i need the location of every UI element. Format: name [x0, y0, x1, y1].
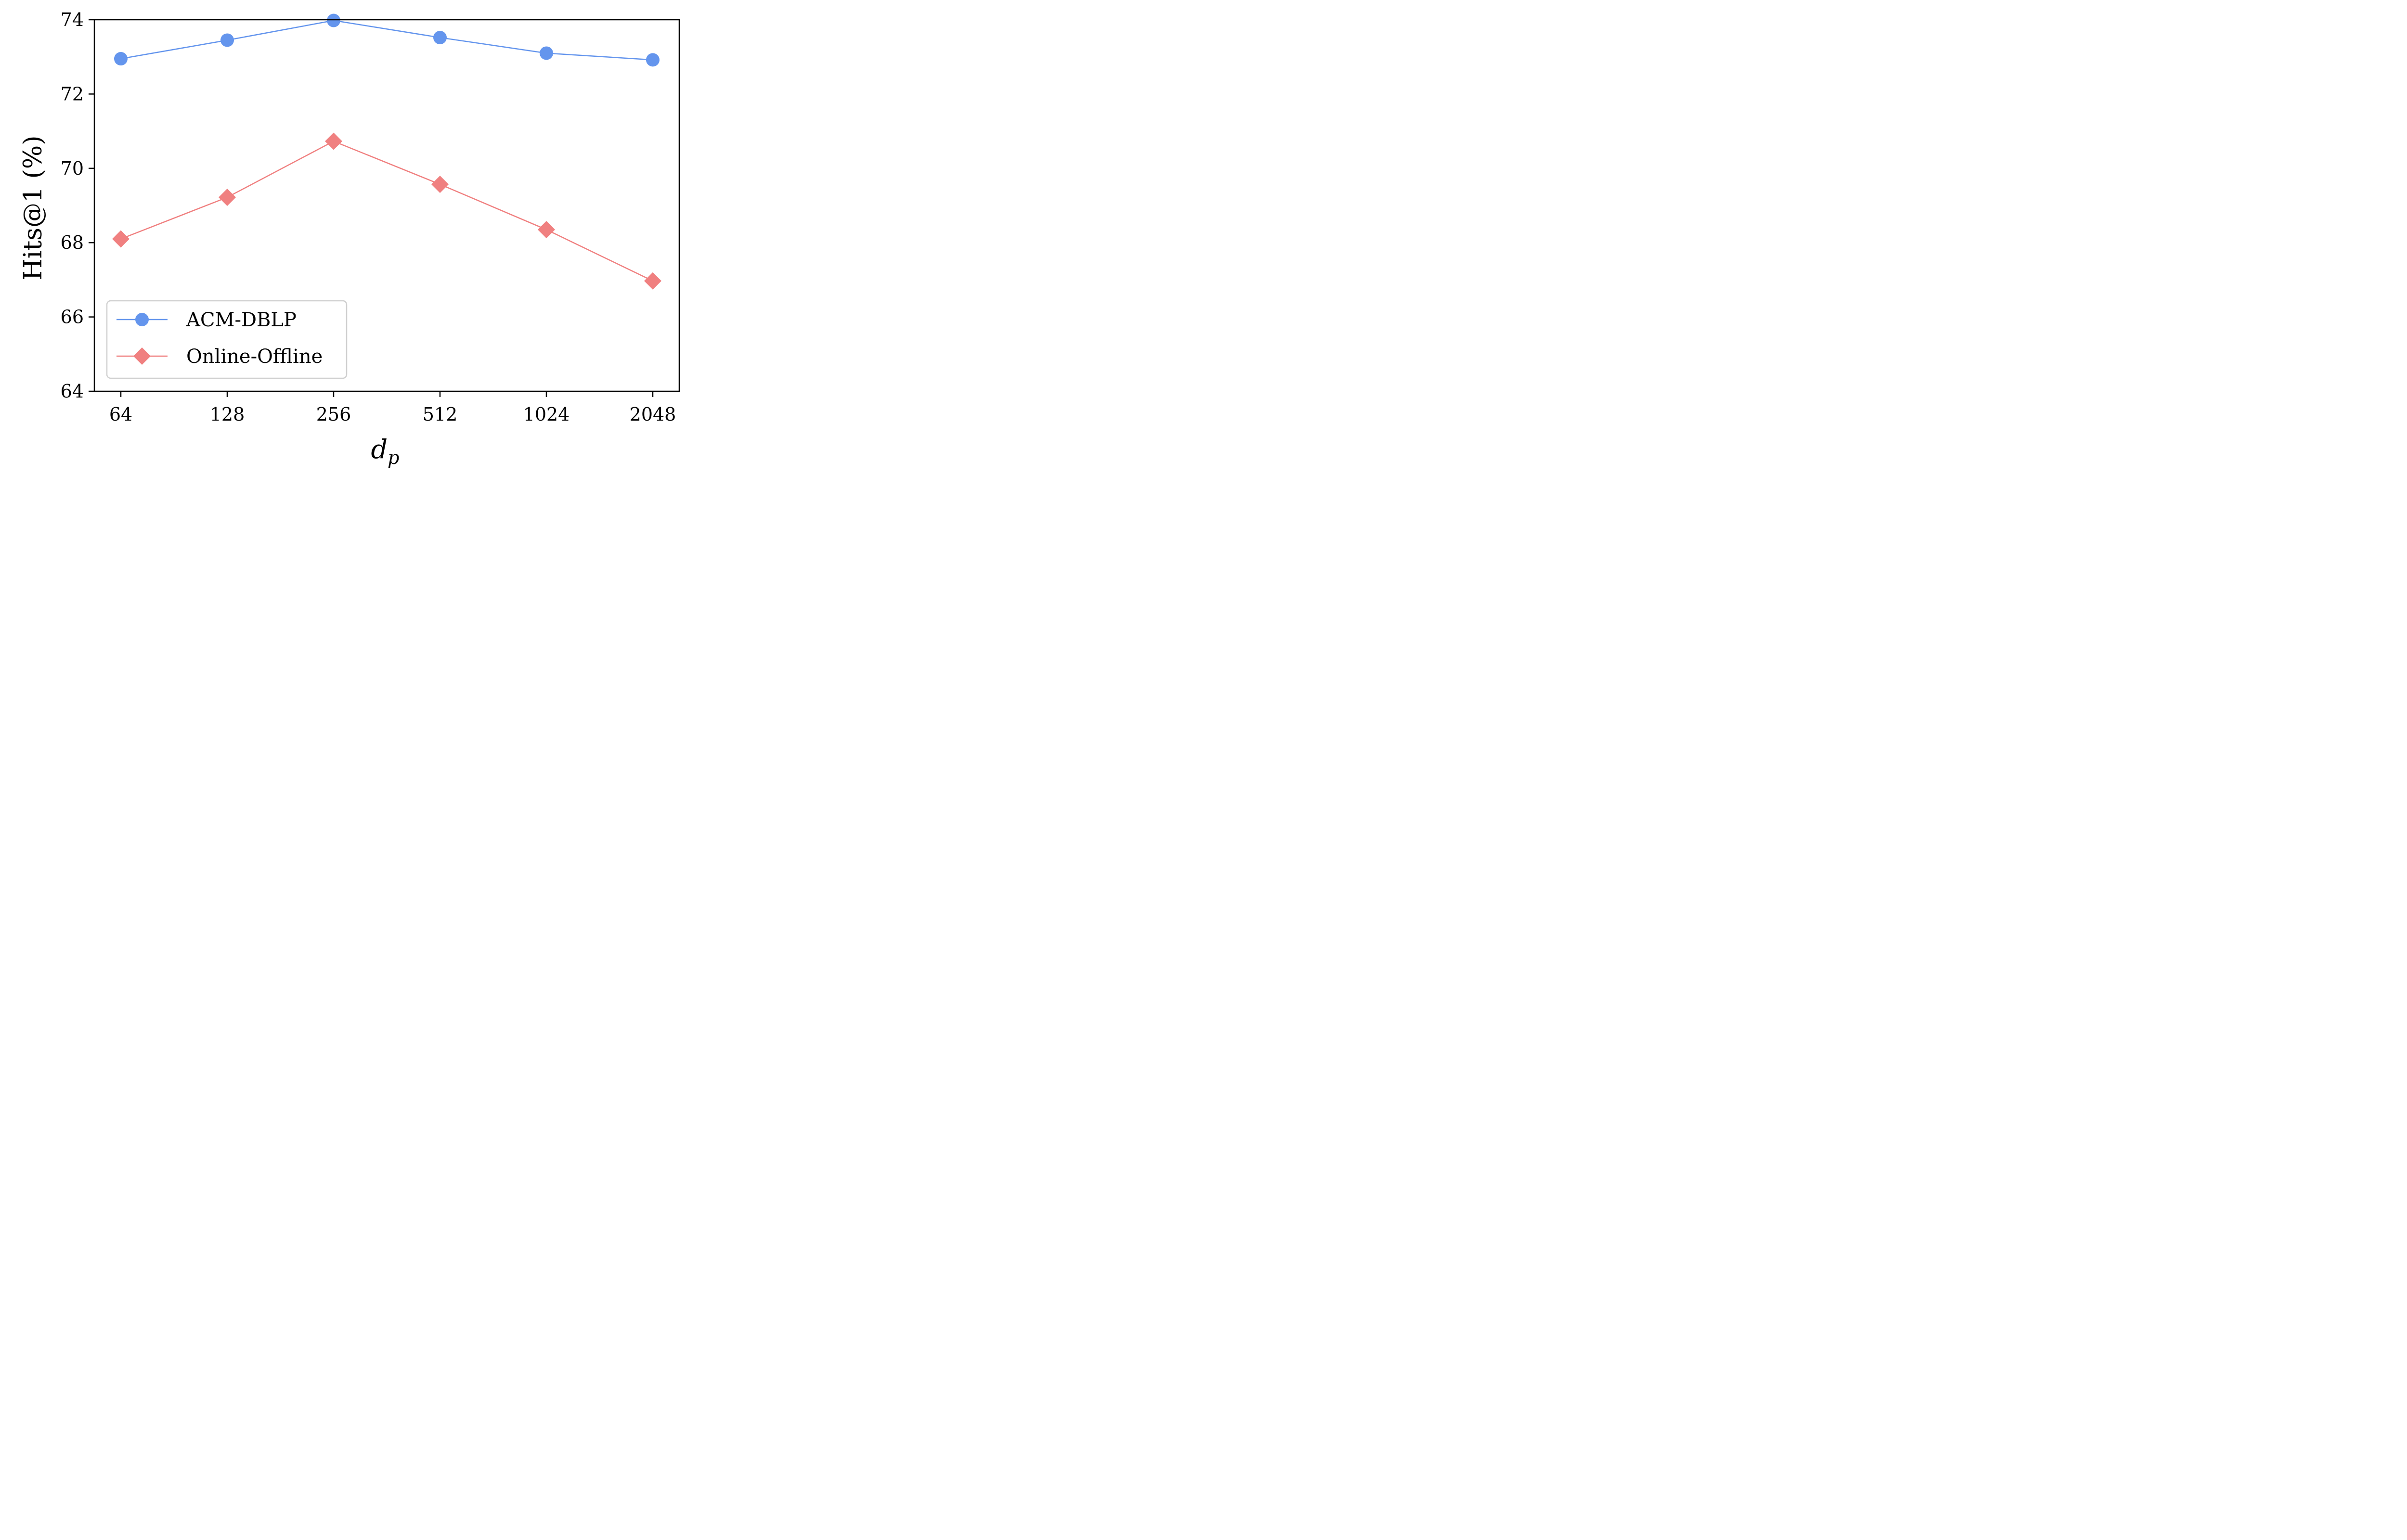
x-tick-label: 1024	[523, 404, 570, 425]
legend-marker-online-offline	[133, 347, 151, 365]
series-line-acm-dblp	[120, 20, 653, 61]
data-point-online-offline	[431, 175, 449, 193]
y-axis: 64 66 68 70 72 74	[61, 9, 94, 402]
x-axis-title: dp	[371, 434, 400, 468]
line-chart: 64 128 256 512 1024 2048 64 66 68 70 72 74 dp Hits…	[19, 9, 680, 468]
series-line-online-offline	[120, 141, 653, 282]
x-axis: 64 128 256 512 1024 2048	[109, 391, 676, 425]
data-point-online-offline	[644, 272, 661, 290]
x-axis-title-main: d	[371, 434, 388, 464]
data-point-acm-dblp	[540, 46, 553, 60]
legend-marker-acm-dblp	[135, 313, 149, 326]
legend-label-online-offline: Online-Offline	[186, 346, 323, 368]
data-point-online-offline	[538, 221, 555, 239]
plot-area	[112, 13, 661, 290]
data-point-online-offline	[325, 132, 342, 150]
x-tick-label: 2048	[630, 404, 676, 425]
data-point-acm-dblp	[646, 53, 660, 67]
y-tick-label: 72	[61, 83, 84, 104]
data-point-acm-dblp	[114, 52, 128, 66]
y-tick-label: 74	[61, 9, 84, 30]
data-point-online-offline	[219, 189, 236, 206]
data-point-acm-dblp	[327, 13, 340, 27]
data-point-acm-dblp	[220, 33, 234, 47]
y-tick-label: 66	[61, 307, 84, 328]
legend-label-acm-dblp: ACM-DBLP	[186, 309, 297, 331]
y-tick-label: 68	[61, 232, 84, 253]
x-tick-label: 512	[423, 404, 458, 425]
data-point-acm-dblp	[433, 31, 447, 45]
y-tick-label: 64	[61, 381, 84, 402]
plot-frame	[93, 19, 680, 392]
legend: ACM-DBLP Online-Offline	[106, 300, 348, 379]
y-axis-title: Hits@1 (%)	[19, 135, 48, 280]
x-tick-label: 128	[210, 404, 245, 425]
x-tick-label: 256	[316, 404, 351, 425]
y-tick-label: 70	[61, 158, 84, 179]
data-point-online-offline	[112, 230, 129, 248]
x-axis-title-subscript: p	[388, 447, 399, 468]
x-tick-label: 64	[109, 404, 132, 425]
